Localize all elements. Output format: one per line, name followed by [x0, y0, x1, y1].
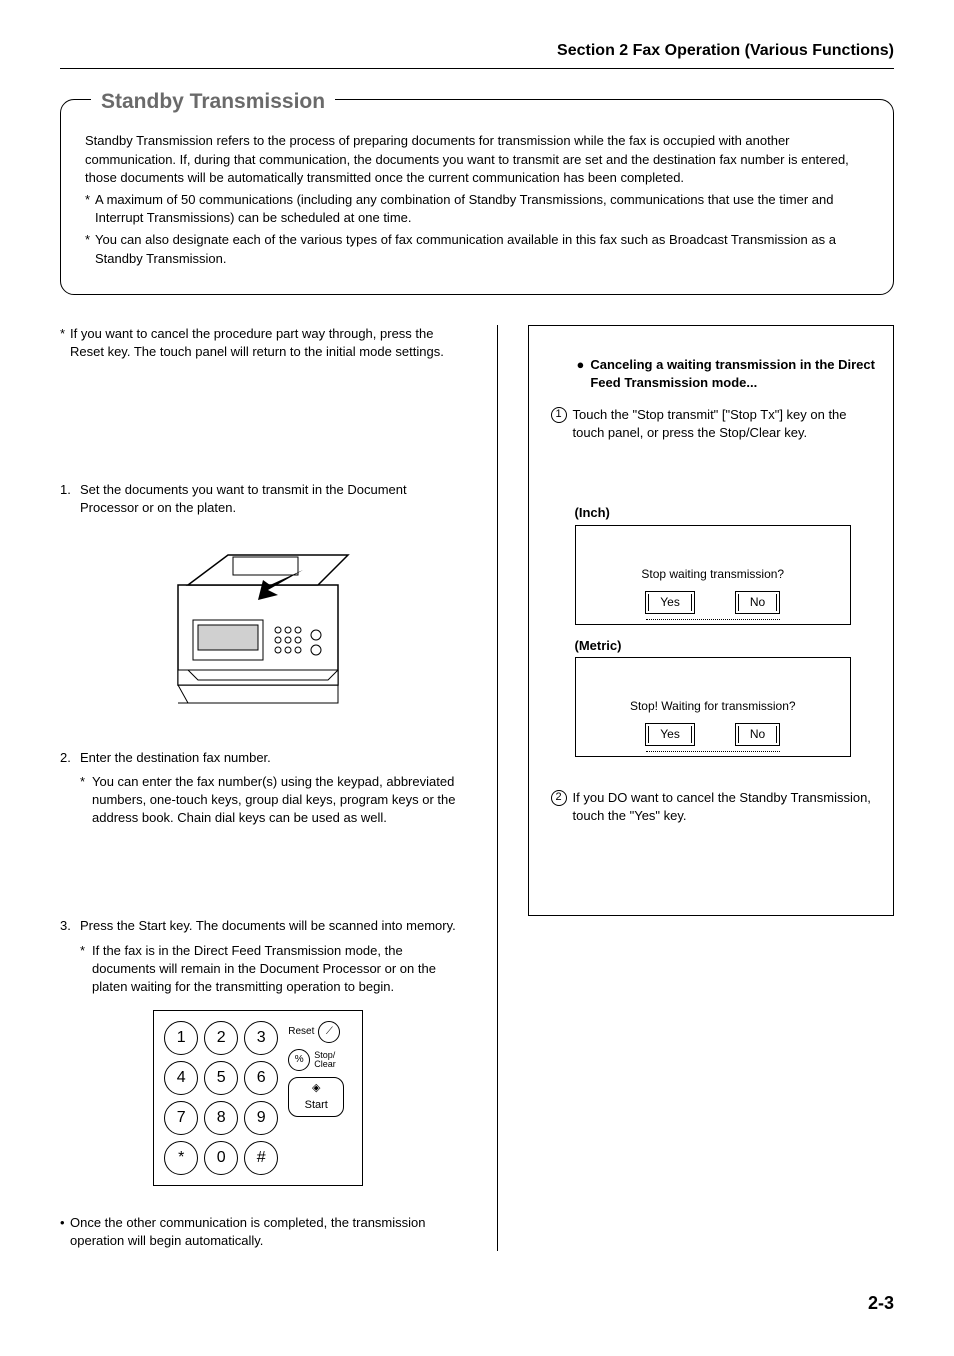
- bullet-icon: ●: [577, 356, 585, 374]
- asterisk: *: [80, 942, 92, 997]
- step2-num: 2.: [60, 749, 80, 767]
- diamond-icon: ◈: [312, 1081, 320, 1096]
- cancel-note: If you want to cancel the procedure part…: [70, 325, 457, 361]
- step1-num: 1.: [60, 481, 80, 517]
- percent-icon: %: [288, 1049, 310, 1071]
- step2-text: Enter the destination fax number.: [80, 749, 271, 767]
- step3-sub: If the fax is in the Direct Feed Transmi…: [92, 942, 457, 997]
- digit-7: 7: [164, 1101, 198, 1135]
- reset-label: Reset: [288, 1025, 314, 1039]
- printer-illustration: [60, 535, 457, 720]
- asterisk: *: [60, 325, 70, 361]
- two-column-layout: * If you want to cancel the procedure pa…: [60, 325, 894, 1251]
- digit-8: 8: [204, 1101, 238, 1135]
- left-column: * If you want to cancel the procedure pa…: [60, 325, 457, 1251]
- asterisk: *: [85, 191, 95, 231]
- metric-panel: Stop! Waiting for transmission? Yes No: [575, 657, 852, 757]
- step2-sub: You can enter the fax number(s) using th…: [92, 773, 457, 828]
- right-step1: Touch the "Stop transmit" ["Stop Tx"] ke…: [573, 406, 876, 442]
- right-step2: If you DO want to cancel the Standby Tra…: [573, 789, 876, 825]
- yes-button[interactable]: Yes: [645, 591, 695, 614]
- reset-icon: ⟋: [318, 1021, 340, 1043]
- no-button[interactable]: No: [735, 591, 780, 614]
- inch-question: Stop waiting transmission?: [576, 566, 851, 583]
- asterisk: *: [85, 231, 95, 271]
- reset-chip: Reset ⟋: [288, 1021, 344, 1043]
- section-header: Section 2 Fax Operation (Various Functio…: [60, 40, 894, 69]
- no-button[interactable]: No: [735, 723, 780, 746]
- cancel-box: ● Canceling a waiting transmission in th…: [528, 325, 895, 917]
- circled-1: 1: [551, 407, 567, 423]
- keypad-illustration: 1 2 3 4 5 6 7 8 9 * 0 # Reset ⟋ %: [153, 1010, 363, 1186]
- cancel-heading: Canceling a waiting transmission in the …: [590, 356, 875, 392]
- digit-4: 4: [164, 1061, 198, 1095]
- intro-p1: Standby Transmission refers to the proce…: [85, 132, 869, 187]
- box-title: Standby Transmission: [91, 87, 335, 116]
- intro-p2: A maximum of 50 communications (includin…: [95, 191, 869, 227]
- digit-hash: #: [244, 1141, 278, 1175]
- yes-button[interactable]: Yes: [645, 723, 695, 746]
- bullet-dot: •: [60, 1214, 70, 1250]
- step1-text: Set the documents you want to transmit i…: [80, 481, 457, 517]
- dotted-line: [646, 619, 781, 620]
- digit-6: 6: [244, 1061, 278, 1095]
- stopclear-chip: % Stop/ Clear: [288, 1049, 344, 1071]
- page-number: 2-3: [60, 1291, 894, 1316]
- step3-text: Press the Start key. The documents will …: [80, 917, 456, 935]
- metric-question: Stop! Waiting for transmission?: [576, 698, 851, 715]
- digit-1: 1: [164, 1021, 198, 1055]
- right-column: ● Canceling a waiting transmission in th…: [497, 325, 895, 1251]
- metric-label: (Metric): [575, 637, 876, 655]
- digit-5: 5: [204, 1061, 238, 1095]
- final-note: Once the other communication is complete…: [70, 1214, 457, 1250]
- inch-label: (Inch): [575, 504, 876, 522]
- intro-p3: You can also designate each of the vario…: [95, 231, 869, 267]
- standby-box: Standby Transmission Standby Transmissio…: [60, 99, 894, 294]
- inch-panel: Stop waiting transmission? Yes No: [575, 525, 852, 625]
- step3-num: 3.: [60, 917, 80, 935]
- digit-0: 0: [204, 1141, 238, 1175]
- dotted-line: [646, 751, 781, 752]
- digit-3: 3: [244, 1021, 278, 1055]
- digit-2: 2: [204, 1021, 238, 1055]
- digit-star: *: [164, 1141, 198, 1175]
- digit-grid: 1 2 3 4 5 6 7 8 9 * 0 #: [164, 1021, 278, 1175]
- digit-9: 9: [244, 1101, 278, 1135]
- circled-2: 2: [551, 790, 567, 806]
- stopclear-label: Stop/ Clear: [314, 1051, 336, 1069]
- asterisk: *: [80, 773, 92, 828]
- keypad-side-buttons: Reset ⟋ % Stop/ Clear ◈ Start: [288, 1021, 344, 1175]
- start-button: ◈ Start: [288, 1077, 344, 1117]
- start-label: Start: [305, 1098, 328, 1113]
